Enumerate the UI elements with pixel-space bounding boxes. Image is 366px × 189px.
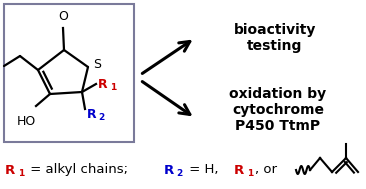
Text: 1: 1 [18,169,25,177]
Text: 1: 1 [110,84,116,92]
Text: oxidation by
cytochrome
P450 TtmP: oxidation by cytochrome P450 TtmP [229,87,326,133]
Text: = alkyl chains;: = alkyl chains; [26,163,132,177]
Text: O: O [58,10,68,23]
Text: R: R [163,163,173,177]
Text: HO: HO [16,115,36,128]
Text: R: R [98,77,108,91]
Text: 2: 2 [177,169,183,177]
Text: = H,: = H, [185,163,223,177]
Text: 2: 2 [98,114,104,122]
Text: R: R [87,108,97,121]
Bar [4,4,134,142]
Text: S: S [93,57,101,70]
Text: R: R [5,163,15,177]
Text: 1: 1 [247,169,253,177]
Text: bioactivity
testing: bioactivity testing [234,23,316,53]
Text: R: R [234,163,244,177]
Text: , or: , or [255,163,285,177]
